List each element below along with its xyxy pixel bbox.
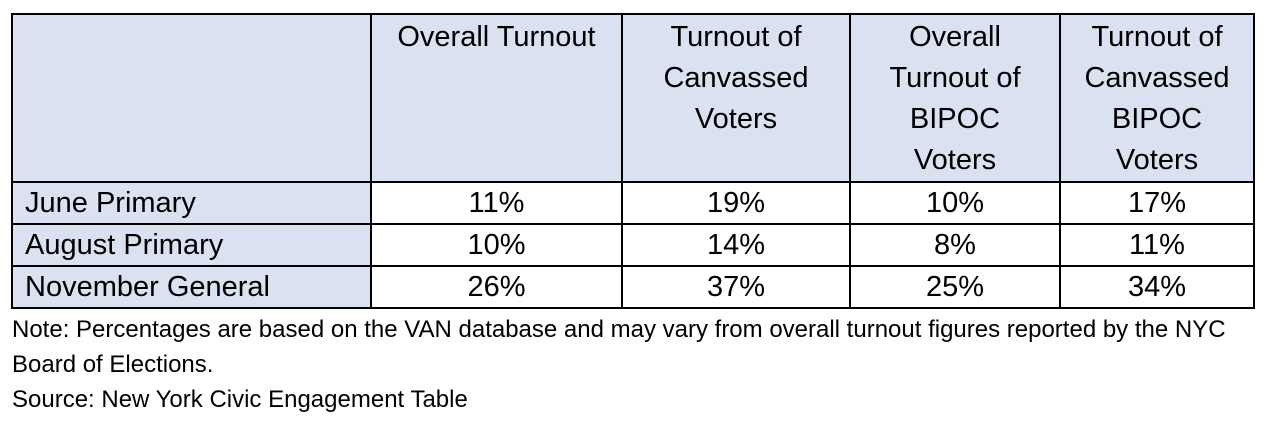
table-cell: 26%	[370, 265, 623, 309]
table-cell: 11%	[1059, 223, 1255, 267]
table-cell: 17%	[1059, 181, 1255, 225]
table-cell: 25%	[849, 265, 1061, 309]
table-row-june-primary: June Primary 11% 19% 10% 17%	[11, 181, 1255, 225]
row-label: August Primary	[11, 223, 372, 267]
column-header-line: Voters	[694, 103, 778, 135]
table-row-november-general: November General 26% 37% 25% 34%	[11, 265, 1255, 309]
row-label: November General	[11, 265, 372, 309]
column-header-line: Canvassed	[663, 62, 809, 94]
table-cell: 10%	[370, 223, 623, 267]
column-header-line: Canvassed	[1084, 62, 1230, 94]
table-cell: 34%	[1059, 265, 1255, 309]
table-notes: Note: Percentages are based on the VAN d…	[12, 312, 1262, 417]
table-header-row: Overall Turnout Turnout of Canvassed Vot…	[11, 13, 1255, 183]
column-header-line: Turnout of	[670, 21, 802, 53]
column-header-canvassed-bipoc-turnout: Turnout of Canvassed BIPOC Voters	[1059, 13, 1255, 183]
table-cell: 8%	[849, 223, 1061, 267]
header-corner-cell	[11, 13, 372, 183]
table-cell: 14%	[621, 223, 851, 267]
row-label: June Primary	[11, 181, 372, 225]
column-header-line: BIPOC	[909, 103, 1001, 135]
column-header-canvassed-turnout: Turnout of Canvassed Voters	[621, 13, 851, 183]
column-header-line: Overall Turnout	[397, 21, 596, 53]
source-text: Source: New York Civic Engagement Table	[12, 386, 468, 413]
column-header-overall-turnout: Overall Turnout	[370, 13, 623, 183]
column-header-line: BIPOC	[1111, 103, 1203, 135]
column-header-line: Turnout of	[1091, 21, 1223, 53]
table-cell: 11%	[370, 181, 623, 225]
note-text: Note: Percentages are based on the VAN d…	[12, 316, 1226, 378]
table-cell: 10%	[849, 181, 1061, 225]
column-header-line: Voters	[913, 144, 997, 176]
table-row-august-primary: August Primary 10% 14% 8% 11%	[11, 223, 1255, 267]
table-cell: 37%	[621, 265, 851, 309]
column-header-line: Turnout of	[889, 62, 1021, 94]
column-header-line: Voters	[1115, 144, 1199, 176]
column-header-bipoc-turnout: Overall Turnout of BIPOC Voters	[849, 13, 1061, 183]
column-header-line: Overall	[909, 21, 1001, 53]
table-cell: 19%	[621, 181, 851, 225]
turnout-table: Overall Turnout Turnout of Canvassed Vot…	[11, 13, 1255, 309]
